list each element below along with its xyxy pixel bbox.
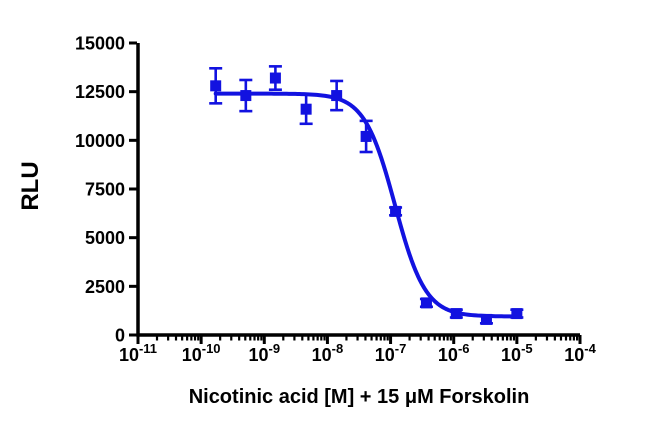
y-tick-label: 15000 [75, 34, 125, 54]
x-tick-label: 10-11 [119, 341, 157, 365]
x-tick-label: 10-10 [182, 341, 221, 365]
data-point-marker [511, 308, 523, 320]
y-tick-label: 0 [115, 326, 125, 346]
y-axis-title: RLU [17, 161, 44, 210]
y-tick-label: 10000 [75, 131, 125, 151]
y-tick-label: 5000 [85, 228, 125, 248]
axis-spines [136, 43, 580, 337]
x-tick-label: 10-4 [564, 341, 596, 365]
y-tick-label: 12500 [75, 82, 125, 102]
x-tick-label: 10-7 [375, 341, 407, 365]
x-tick-label: 10-6 [438, 341, 470, 365]
x-tick-label: 10-9 [248, 341, 280, 365]
x-tick-label: 10-5 [501, 341, 533, 365]
data-point-marker [210, 80, 222, 92]
data-point-marker [360, 130, 372, 142]
data-point-marker [240, 90, 252, 102]
data-point-marker [300, 103, 312, 115]
data-point-marker [420, 297, 432, 309]
chart-plot-area: 0 2500 5000 7500 10000 12500 15000 10-11 10-10 10… [75, 34, 597, 366]
data-point-marker [331, 90, 343, 102]
x-tick-label: 10-8 [312, 341, 344, 365]
data-point-marker [450, 308, 462, 320]
x-axis-title: Nicotinic acid [M] + 15 μM Forskolin [189, 386, 530, 408]
data-point-marker [390, 205, 402, 217]
data-point-marker [269, 72, 281, 84]
data-point-marker [480, 313, 492, 325]
fit-curve [213, 91, 519, 319]
y-tick-label: 7500 [85, 180, 125, 200]
y-tick-label: 2500 [85, 277, 125, 297]
